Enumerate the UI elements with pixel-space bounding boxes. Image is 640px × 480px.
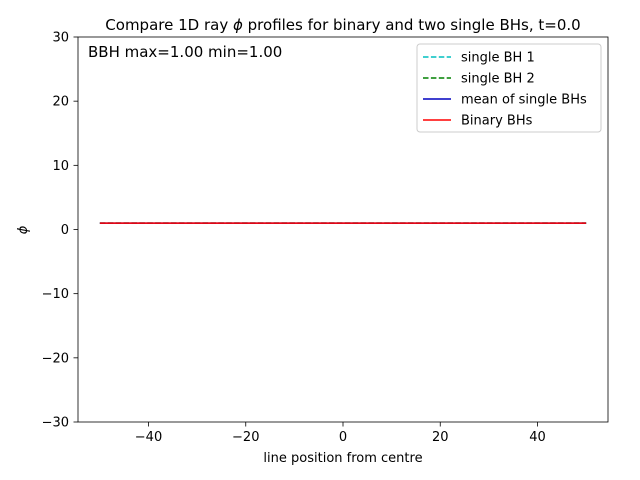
y-tick-label: 0 (61, 223, 69, 238)
x-tick-label: 40 (529, 430, 546, 445)
legend-label-4: Binary BHs (461, 114, 533, 129)
x-tick-label: 0 (339, 430, 347, 445)
legend: single BH 1 single BH 2 mean of single BHs… (416, 43, 602, 133)
x-tick-label: 20 (432, 430, 449, 445)
legend-label-1: single BH 1 (461, 51, 535, 66)
chart-title: Compare 1D ray ϕ profiles for binary and… (105, 16, 580, 34)
y-tick-label: 20 (52, 95, 69, 110)
x-tick-label: −40 (135, 430, 162, 445)
bbh-annotation: BBH max=1.00 min=1.00 (88, 43, 282, 61)
y-tick-label: 10 (52, 159, 69, 174)
legend-label-3: mean of single BHs (461, 93, 587, 108)
chart-title-suffix: profiles for binary and two single BHs, … (243, 16, 581, 34)
y-tick-label: −20 (42, 351, 69, 366)
y-tick-label: −30 (42, 416, 69, 431)
legend-box (416, 43, 602, 133)
y-axis-label: ϕ (16, 225, 31, 234)
x-axis-label: line position from centre (263, 451, 422, 466)
legend-label-2: single BH 2 (461, 72, 535, 87)
axes-layer: −40 −20 0 20 40 −30 −20 −10 0 10 20 30 (42, 31, 609, 445)
y-tick-label: 30 (52, 31, 69, 46)
x-tick-label: −20 (232, 430, 259, 445)
chart-title-symbol: ϕ (233, 16, 243, 34)
y-tick-label: −10 (42, 287, 69, 302)
chart-title-prefix: Compare 1D ray (105, 16, 233, 34)
